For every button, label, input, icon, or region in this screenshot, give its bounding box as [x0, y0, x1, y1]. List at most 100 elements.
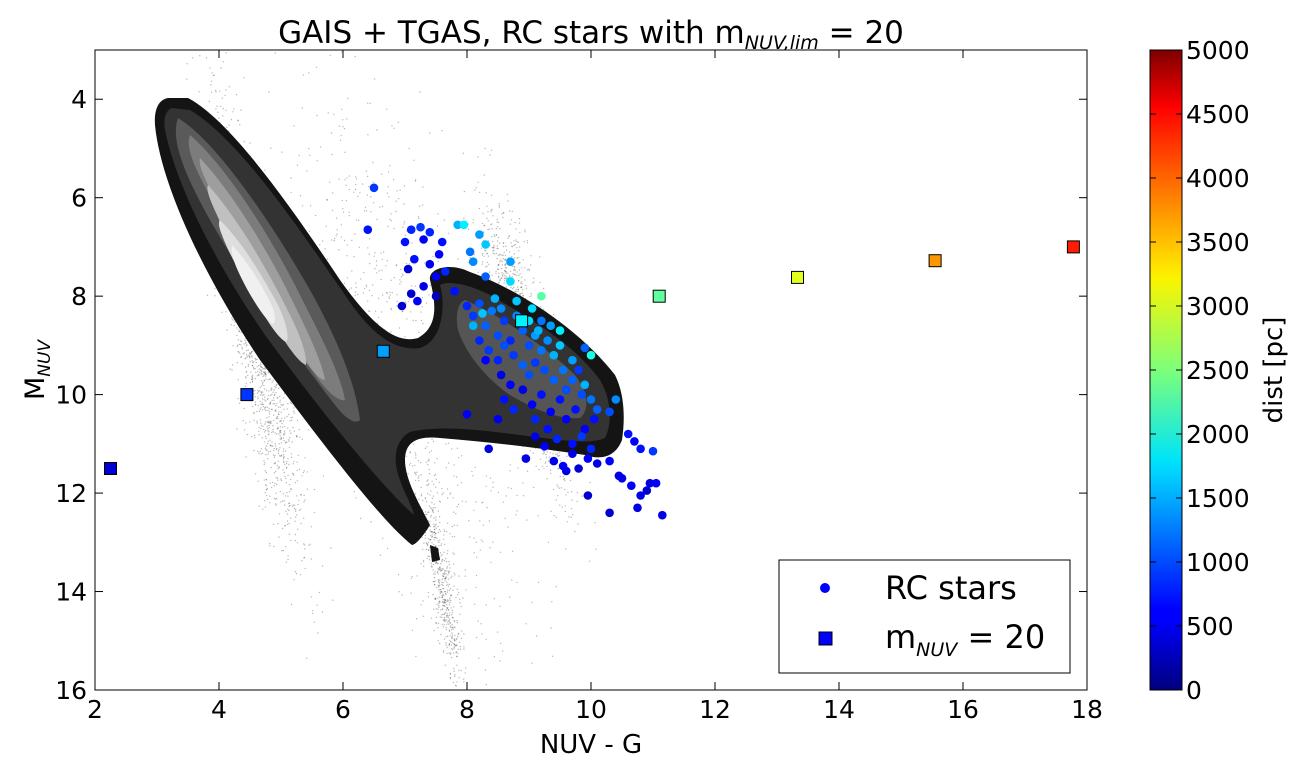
- density-dot: [431, 501, 433, 504]
- density-dot: [483, 231, 485, 233]
- density-dot: [485, 266, 487, 268]
- density-dot: [460, 455, 463, 457]
- density-dot: [504, 258, 506, 260]
- density-dot: [453, 626, 455, 628]
- density-dot: [438, 582, 441, 584]
- x-tick-label: 14: [823, 695, 855, 724]
- density-dot: [274, 482, 276, 485]
- density-dot: [240, 344, 242, 346]
- density-dot: [454, 639, 456, 642]
- density-dot: [452, 589, 454, 591]
- density-dot: [437, 612, 439, 614]
- density-dot: [392, 178, 395, 181]
- density-dot: [288, 413, 290, 416]
- density-dot: [431, 531, 433, 533]
- density-dot: [254, 437, 256, 439]
- density-dot: [340, 51, 343, 53]
- density-dot: [429, 494, 431, 496]
- density-dot: [395, 264, 397, 266]
- density-dot: [269, 444, 272, 446]
- density-dot: [497, 264, 499, 266]
- density-dot: [457, 632, 460, 635]
- density-dot: [498, 282, 500, 284]
- density-dot: [574, 530, 576, 533]
- density-dot: [435, 516, 437, 518]
- density-dot: [264, 470, 267, 472]
- density-dot: [264, 169, 266, 171]
- density-dot: [275, 477, 278, 479]
- density-dot: [222, 61, 225, 63]
- density-dot: [317, 632, 319, 634]
- density-dot: [450, 644, 453, 646]
- density-dot: [443, 605, 445, 607]
- density-dot: [522, 482, 524, 484]
- density-dot: [444, 619, 446, 621]
- density-dot: [366, 194, 369, 196]
- density-dot: [249, 142, 251, 144]
- density-dot: [273, 449, 275, 452]
- colorbar-tick-label: 3000: [1186, 292, 1250, 321]
- density-dot: [311, 610, 314, 612]
- rc-star-point: [437, 237, 447, 247]
- density-dot: [491, 246, 493, 249]
- density-dot: [436, 225, 439, 227]
- density-dot: [477, 156, 479, 158]
- density-dot: [434, 545, 436, 547]
- density-dot: [344, 179, 346, 181]
- density-dot: [446, 599, 449, 601]
- density-dot: [543, 308, 545, 310]
- density-dot: [508, 235, 511, 237]
- density-dot: [249, 353, 251, 355]
- density-dot: [268, 91, 270, 93]
- density-dot: [442, 575, 445, 577]
- density-dot: [426, 543, 428, 545]
- density-dot: [260, 422, 262, 424]
- density-dot: [442, 584, 444, 587]
- density-dot: [432, 440, 435, 443]
- density-dot: [273, 447, 275, 450]
- density-dot: [450, 595, 452, 597]
- density-dot: [266, 425, 268, 428]
- density-dot: [431, 566, 433, 568]
- density-dot: [528, 269, 531, 271]
- density-dot: [440, 633, 442, 636]
- density-dot: [433, 529, 436, 531]
- density-dot: [387, 171, 390, 173]
- density-dot: [443, 571, 446, 573]
- density-dot: [270, 422, 272, 424]
- density-dot: [231, 369, 233, 371]
- density-dot: [271, 445, 273, 447]
- density-dot: [427, 484, 429, 486]
- density-dot: [441, 558, 444, 561]
- density-dot: [447, 600, 450, 602]
- density-dot: [290, 539, 292, 542]
- density-dot: [409, 311, 412, 313]
- density-dot: [409, 462, 412, 464]
- density-dot: [435, 622, 437, 625]
- density-dot: [460, 605, 462, 608]
- density-dot: [513, 244, 515, 246]
- density-dot: [449, 678, 452, 680]
- density-dot: [244, 339, 246, 342]
- density-dot: [424, 511, 427, 513]
- density-dot: [273, 394, 275, 397]
- density-dot: [440, 591, 442, 593]
- density-dot: [295, 510, 297, 513]
- density-dot: [326, 199, 328, 201]
- density-dot: [277, 452, 280, 455]
- density-dot: [438, 602, 440, 604]
- density-dot: [442, 619, 445, 621]
- density-dot: [505, 270, 507, 273]
- density-dot: [262, 409, 264, 411]
- density-dot: [250, 378, 253, 380]
- density-dot: [557, 454, 559, 457]
- density-dot: [549, 452, 552, 454]
- density-dot: [254, 401, 257, 403]
- density-dot: [437, 579, 440, 581]
- density-dot: [418, 217, 420, 220]
- density-dot: [286, 461, 288, 463]
- density-dot: [348, 211, 350, 213]
- density-dot: [540, 306, 542, 308]
- density-dot: [491, 235, 493, 238]
- density-dot: [449, 622, 452, 624]
